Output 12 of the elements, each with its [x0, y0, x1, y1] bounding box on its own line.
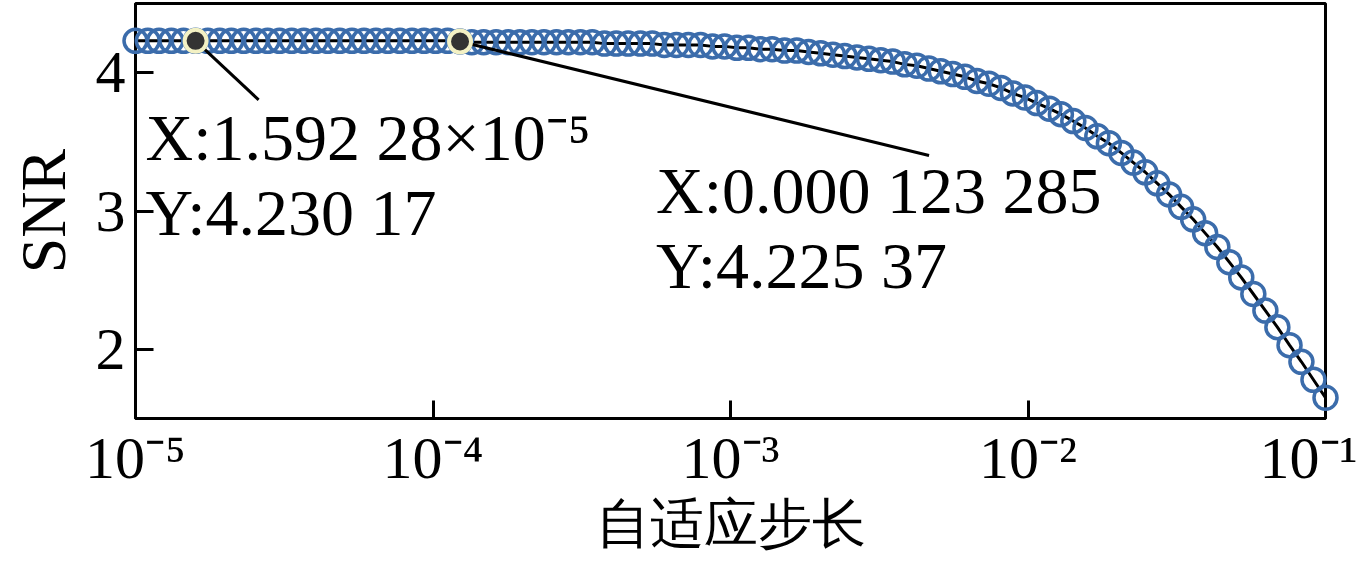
- x-tick-label: 10⁻²: [979, 424, 1078, 491]
- x-tick-label: 10⁻⁵: [85, 424, 186, 491]
- x-tick-label: 10⁻¹: [1259, 424, 1357, 491]
- x-tick-label: 10⁻³: [681, 424, 780, 491]
- y-tick-label: 3: [95, 177, 126, 244]
- y-axis-title: SNR: [7, 148, 79, 274]
- y-tick-label: 2: [95, 315, 126, 382]
- x-axis-title: 自适应步长: [595, 493, 866, 554]
- annotation: X:1.592 28×10⁻⁵ Y:4.230 17: [145, 101, 591, 250]
- y-tick-label: 4: [95, 39, 126, 106]
- annotation: X:0.000 123 285 Y:4.225 37: [656, 153, 1102, 302]
- x-tick-label: 10⁻⁴: [382, 424, 484, 491]
